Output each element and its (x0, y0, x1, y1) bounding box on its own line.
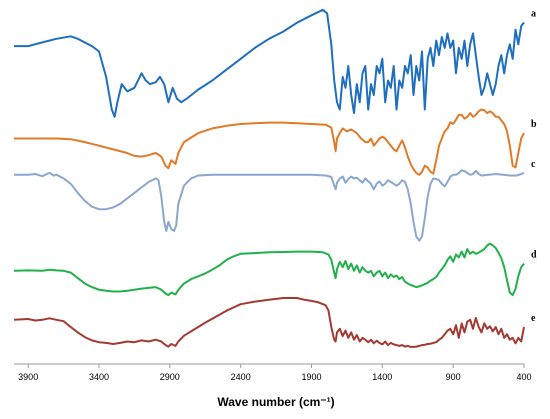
x-tick-label: 3900 (18, 372, 38, 382)
series-label-b: b (531, 119, 537, 130)
series-line-d (13, 242, 525, 297)
series-label-c: c (531, 159, 536, 170)
x-tick-layer: 3900 3400 2900 2400 1900 1400 900 400 (18, 364, 532, 382)
series-label-a: a (531, 9, 536, 20)
x-tick-label: 1900 (301, 372, 321, 382)
series-label-d: d (531, 250, 537, 261)
series-line-c (14, 169, 525, 242)
x-tick-label: 2900 (160, 372, 180, 382)
x-tick-label: 2400 (231, 372, 251, 382)
series-layer: a b c d e (13, 8, 537, 348)
x-tick-label: 900 (446, 372, 461, 382)
series-line-e (13, 297, 525, 348)
x-axis-title: Wave number (cm⁻¹) (217, 395, 334, 409)
x-tick-label: 400 (516, 372, 531, 382)
series-label-e: e (531, 313, 536, 324)
x-tick-label: 3400 (89, 372, 109, 382)
x-tick-label: 1400 (372, 372, 392, 382)
series-line-b (14, 108, 525, 176)
series-line-a (14, 8, 525, 118)
